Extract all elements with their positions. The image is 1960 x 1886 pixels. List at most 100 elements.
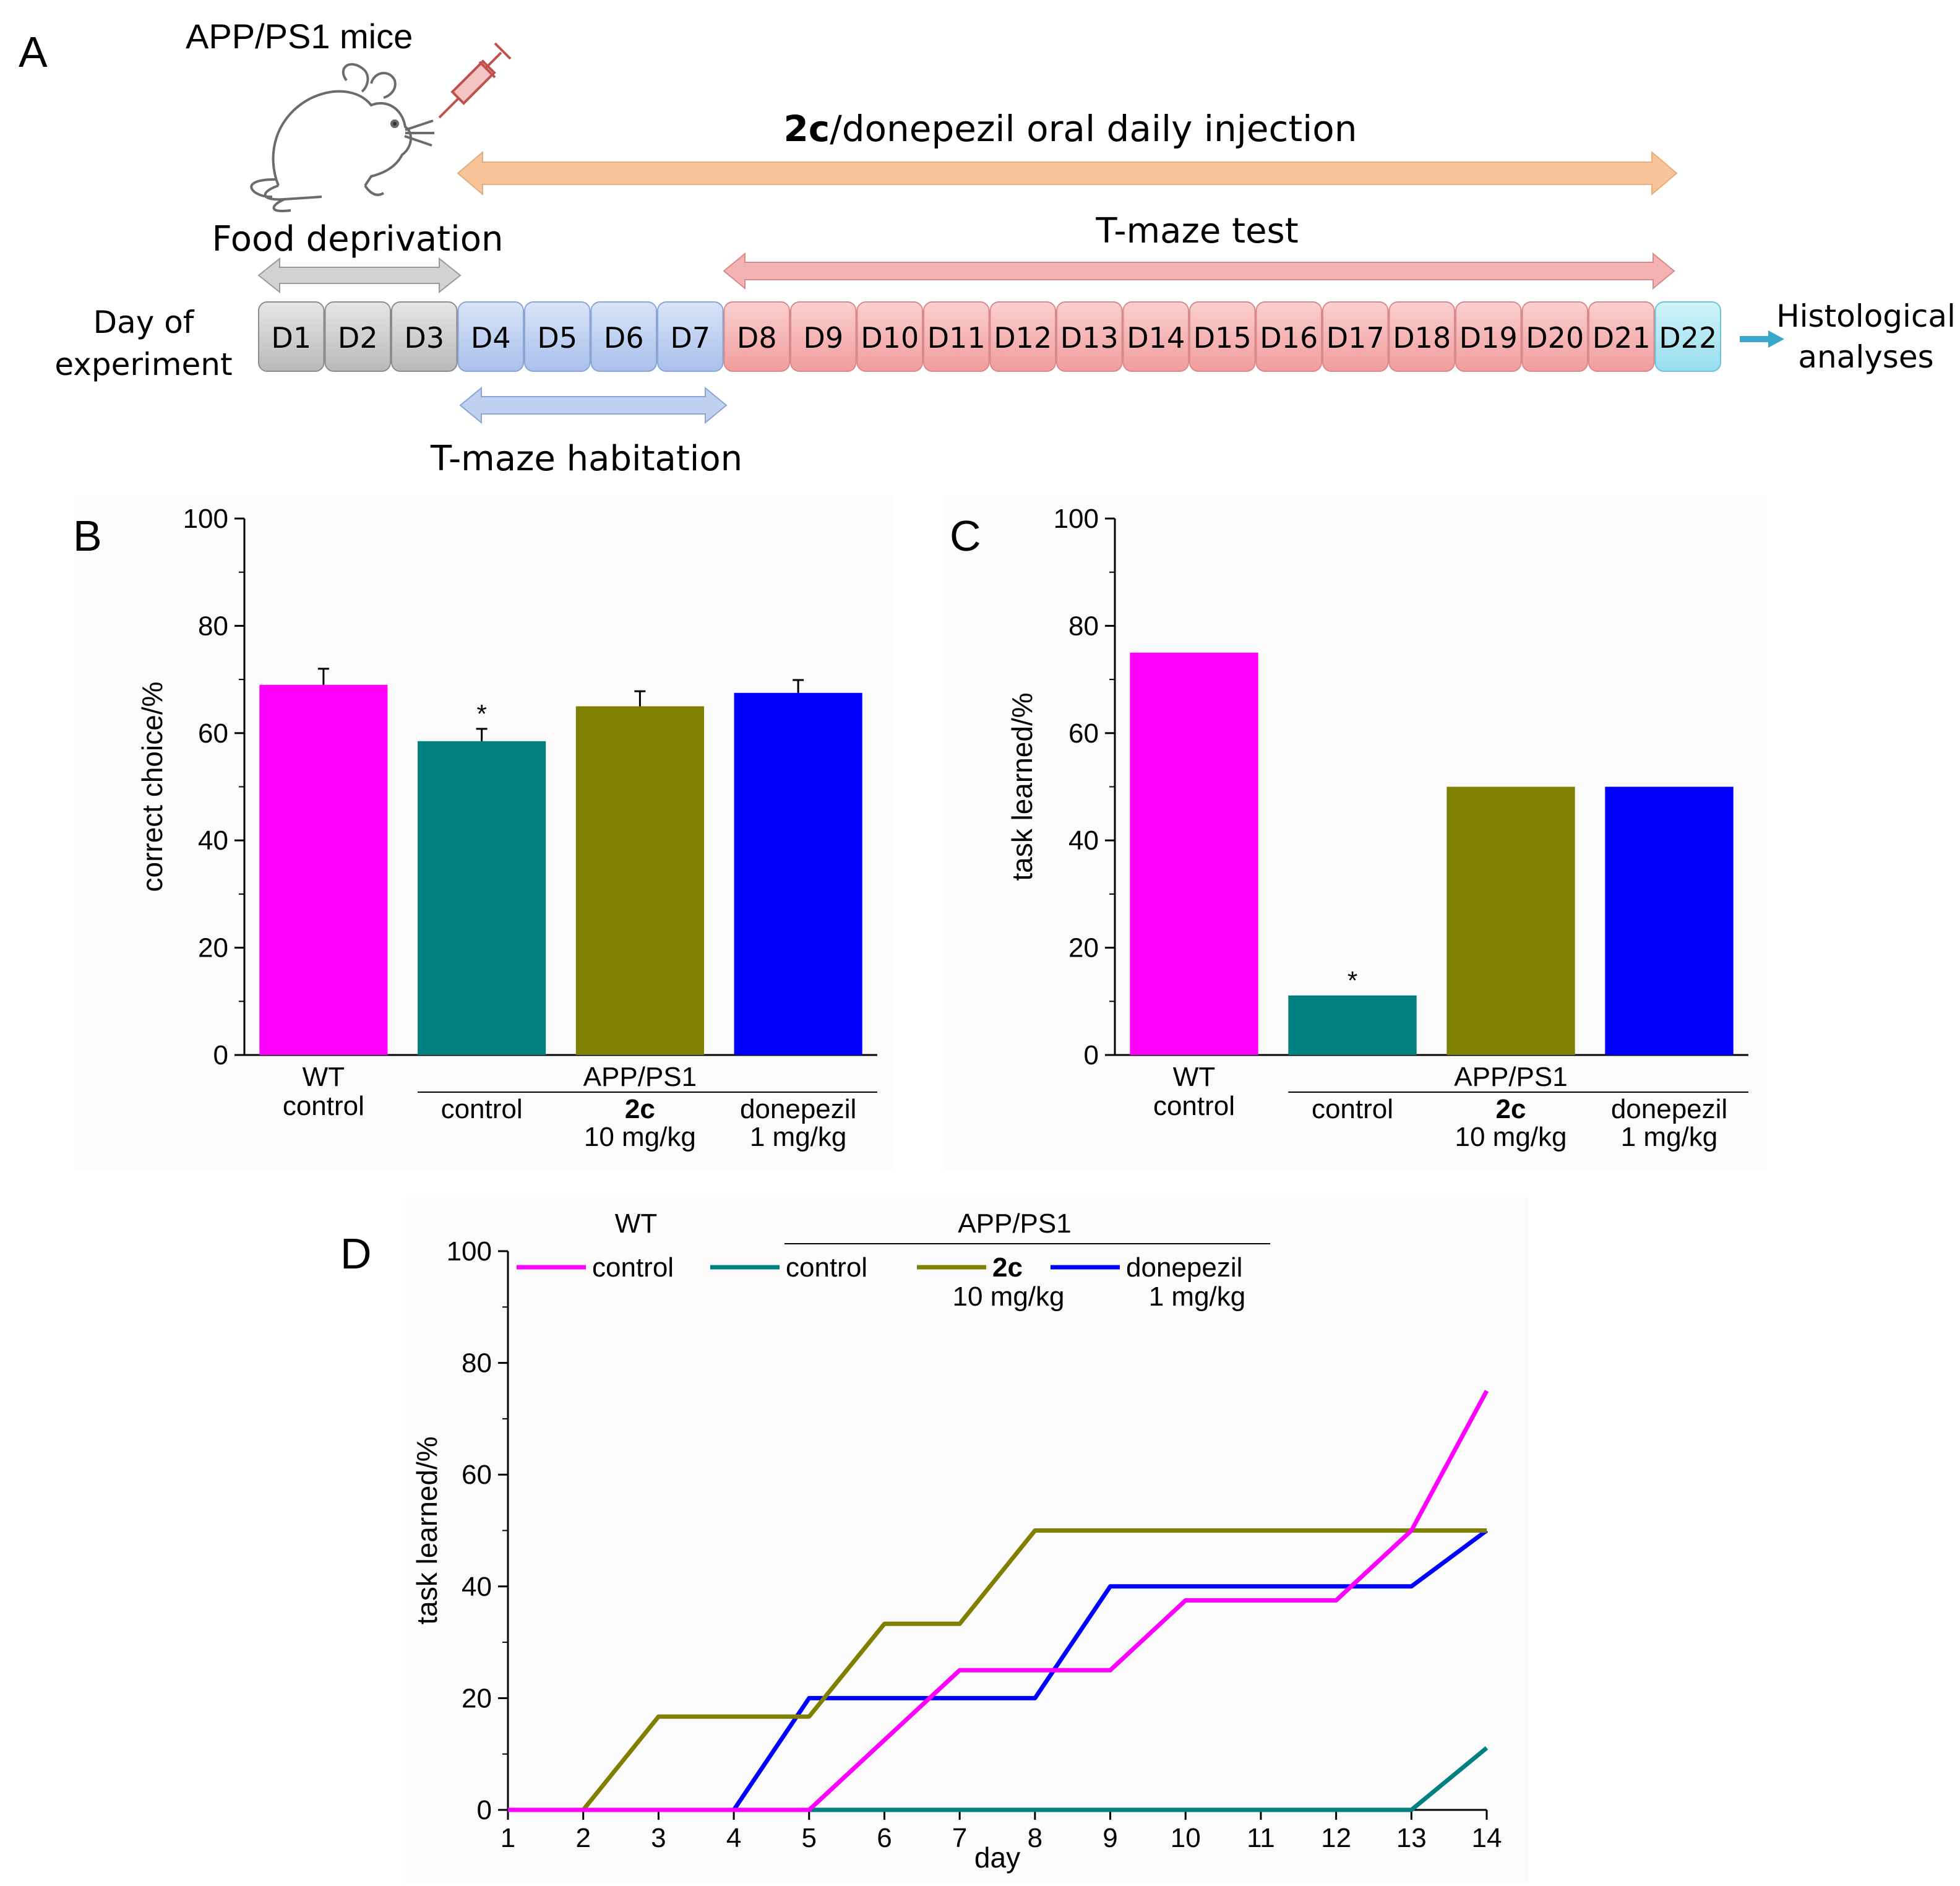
legend-label: donepezil bbox=[1126, 1252, 1242, 1283]
group-label: control bbox=[1312, 1094, 1393, 1124]
day-box bbox=[1255, 301, 1322, 372]
y-axis-label: task learned/% bbox=[411, 1436, 443, 1624]
panel-a-letter: A bbox=[19, 28, 48, 76]
day-box-label: D16 bbox=[1260, 321, 1318, 355]
tmaze-habitation-arrow bbox=[459, 386, 728, 424]
series-line bbox=[508, 1390, 1489, 1812]
y-tick-label: 100 bbox=[1054, 504, 1099, 534]
day-box-label: D5 bbox=[537, 321, 577, 355]
group-label: 10 mg/kg bbox=[1455, 1122, 1567, 1152]
day-label-line1: Day of bbox=[93, 304, 195, 340]
y-tick-label: 40 bbox=[462, 1572, 492, 1602]
tmaze-test-label: T-maze test bbox=[1095, 211, 1298, 251]
legend-label: 2c bbox=[992, 1252, 1023, 1283]
mice-label: APP/PS1 mice bbox=[186, 17, 413, 56]
day-box bbox=[1588, 301, 1655, 372]
group-label: control bbox=[441, 1094, 523, 1124]
y-axis-label: correct choice/% bbox=[136, 681, 168, 892]
day-box bbox=[1388, 301, 1455, 372]
x-tick-label: 2 bbox=[575, 1823, 590, 1853]
y-tick-label: 60 bbox=[1068, 718, 1099, 749]
day-box-label: D9 bbox=[803, 321, 843, 355]
series-line bbox=[508, 1528, 1487, 1812]
day-box-label: D22 bbox=[1659, 321, 1717, 355]
group-label: 10 mg/kg bbox=[584, 1122, 696, 1152]
chart-d-legend: WT APP/PS1 control control 2c donepezil 10 mg/… bbox=[517, 1208, 1270, 1312]
injection-arrow bbox=[457, 150, 1678, 196]
day-boxes: D1 D2 D3 D4 D5 D6 D7 D8 D9 D10 D11 D12 D13 D14 D15 D16 D… bbox=[258, 301, 1721, 372]
panel-d-letter: D bbox=[340, 1229, 372, 1278]
y-tick-label: 100 bbox=[183, 504, 228, 534]
day-box bbox=[1189, 301, 1256, 372]
group-label: control bbox=[283, 1091, 364, 1121]
day-box bbox=[790, 301, 857, 372]
histology-line2: analyses bbox=[1798, 339, 1933, 375]
day-box-label: D17 bbox=[1326, 321, 1385, 355]
x-tick-label: 5 bbox=[802, 1823, 817, 1853]
day-box bbox=[1056, 301, 1123, 372]
syringe-icon bbox=[438, 42, 512, 119]
histology-line1: Histological bbox=[1776, 298, 1956, 334]
day-box bbox=[657, 301, 724, 372]
x-tick-label: 11 bbox=[1247, 1823, 1275, 1853]
day-box-label: D11 bbox=[927, 321, 986, 355]
day-box-label: D8 bbox=[737, 321, 777, 355]
y-tick-label: 0 bbox=[477, 1795, 492, 1825]
x-tick-label: 9 bbox=[1102, 1823, 1117, 1853]
bar bbox=[1130, 652, 1258, 1055]
group-label: 2c bbox=[1496, 1094, 1526, 1124]
day-box-label: D1 bbox=[271, 321, 311, 355]
bar bbox=[575, 706, 704, 1055]
bar bbox=[418, 741, 546, 1055]
panel-a: A APP/PS1 mice 2c/donepezil oral daily bbox=[19, 17, 1956, 479]
panel-c-letter: C bbox=[950, 512, 981, 560]
y-tick-label: 40 bbox=[198, 825, 228, 856]
group-label: APP/PS1 bbox=[1454, 1062, 1567, 1092]
x-tick-label: 10 bbox=[1171, 1823, 1201, 1853]
day-box-label: D4 bbox=[471, 321, 511, 355]
day-box bbox=[989, 301, 1056, 372]
group-label: APP/PS1 bbox=[583, 1062, 697, 1092]
day-box bbox=[391, 301, 458, 372]
day-box-label: D13 bbox=[1060, 321, 1119, 355]
y-tick-label: 0 bbox=[213, 1040, 228, 1070]
x-tick-label: 3 bbox=[651, 1823, 666, 1853]
significance-marker: * bbox=[1348, 966, 1357, 995]
day-box bbox=[590, 301, 657, 372]
day-box-label: D10 bbox=[861, 321, 919, 355]
x-tick-label: 4 bbox=[726, 1823, 741, 1853]
y-tick-label: 0 bbox=[1084, 1040, 1099, 1070]
group-label: 1 mg/kg bbox=[1621, 1122, 1718, 1152]
injection-label: 2c/donepezil oral daily injection bbox=[783, 108, 1357, 150]
day-box-label: D2 bbox=[338, 321, 378, 355]
day-box-label: D7 bbox=[670, 321, 710, 355]
tmaze-test-arrow bbox=[723, 252, 1675, 290]
tmaze-habitation-label: T-maze habitation bbox=[430, 439, 742, 479]
group-label: donepezil bbox=[1611, 1094, 1727, 1124]
bar bbox=[734, 692, 862, 1055]
day-box bbox=[923, 301, 990, 372]
day-box bbox=[457, 301, 524, 372]
y-tick-label: 80 bbox=[1068, 611, 1099, 641]
group-label: 1 mg/kg bbox=[750, 1122, 847, 1152]
bar bbox=[1446, 786, 1575, 1055]
bar bbox=[259, 684, 388, 1055]
legend-label: 10 mg/kg bbox=[953, 1281, 1065, 1312]
day-box-label: D14 bbox=[1127, 321, 1185, 355]
day-box bbox=[1322, 301, 1389, 372]
y-tick-label: 80 bbox=[462, 1348, 492, 1379]
histology-arrow bbox=[1740, 330, 1784, 348]
bar bbox=[1605, 786, 1734, 1055]
day-box-label: D20 bbox=[1526, 321, 1584, 355]
legend-label: control bbox=[786, 1252, 867, 1283]
food-deprivation-arrow bbox=[257, 257, 462, 294]
y-tick-label: 60 bbox=[198, 718, 228, 749]
legend-label: control bbox=[592, 1252, 674, 1283]
day-box bbox=[856, 301, 923, 372]
x-tick-label: 1 bbox=[501, 1823, 515, 1853]
day-box bbox=[1654, 301, 1721, 372]
significance-marker: * bbox=[476, 699, 486, 728]
